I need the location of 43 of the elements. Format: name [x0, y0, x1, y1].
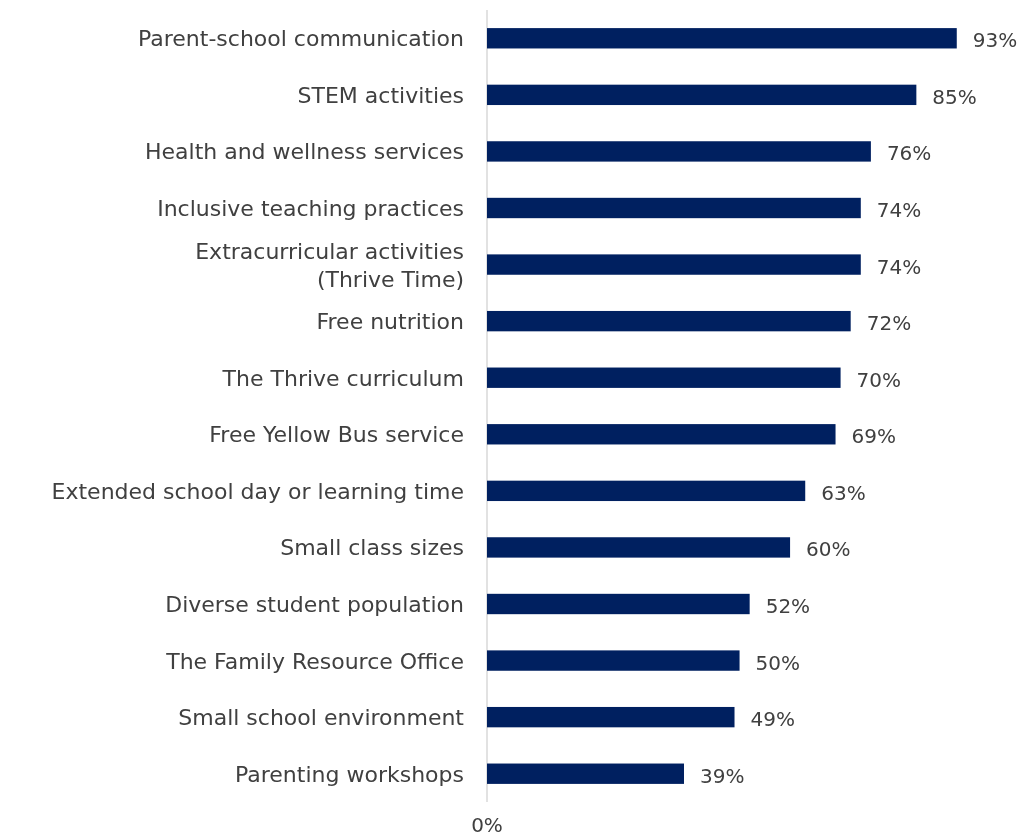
y-tick-label: Parent-school communication [137, 25, 464, 51]
y-tick-label: STEM activities [297, 82, 464, 108]
data-label: 69% [851, 424, 896, 449]
data-label: 76% [886, 141, 932, 166]
data-label: 63% [821, 480, 866, 505]
data-label: 74% [876, 198, 922, 222]
bar [487, 141, 871, 162]
data-label: 93% [972, 28, 1018, 53]
bar [487, 480, 806, 502]
y-tick-label: Health and wellness services [144, 138, 464, 164]
data-label: 60% [806, 537, 851, 562]
data-label: 85% [932, 84, 977, 109]
bar [487, 84, 917, 106]
y-tick-label: Free Yellow Bus service [209, 421, 464, 447]
bar [487, 537, 791, 558]
y-tick-label: The Family Resource Office [165, 648, 464, 674]
data-label: 50% [755, 650, 801, 675]
bar [487, 763, 684, 784]
bar [487, 254, 861, 275]
bar [487, 593, 750, 615]
bar [487, 424, 836, 445]
data-label: 52% [765, 594, 811, 618]
y-tick-label: The Thrive curriculum [221, 365, 464, 391]
bar [487, 197, 861, 219]
bar [487, 367, 841, 388]
y-tick-label: Small class sizes [280, 534, 464, 560]
y-tick-label: Parenting workshops [235, 761, 464, 787]
y-tick-label: Extracurricular activities (Thrive Time) [195, 238, 464, 292]
y-tick-label: Diverse student population [165, 591, 464, 617]
data-label: 39% [700, 763, 745, 788]
data-label: 49% [750, 707, 795, 732]
data-label: 74% [876, 254, 922, 279]
y-tick-label: Extended school day or learning time [51, 478, 464, 504]
data-label: 70% [856, 367, 902, 392]
data-label: 72% [866, 311, 912, 336]
y-tick-label: Inclusive teaching practices [157, 195, 464, 221]
bar [487, 706, 735, 728]
text: 0% [471, 813, 503, 837]
y-tick-label: Free nutrition [316, 308, 464, 334]
bar [487, 28, 957, 49]
bar [487, 310, 851, 332]
y-tick-label: Small school environment [178, 704, 465, 730]
bar [487, 650, 740, 671]
